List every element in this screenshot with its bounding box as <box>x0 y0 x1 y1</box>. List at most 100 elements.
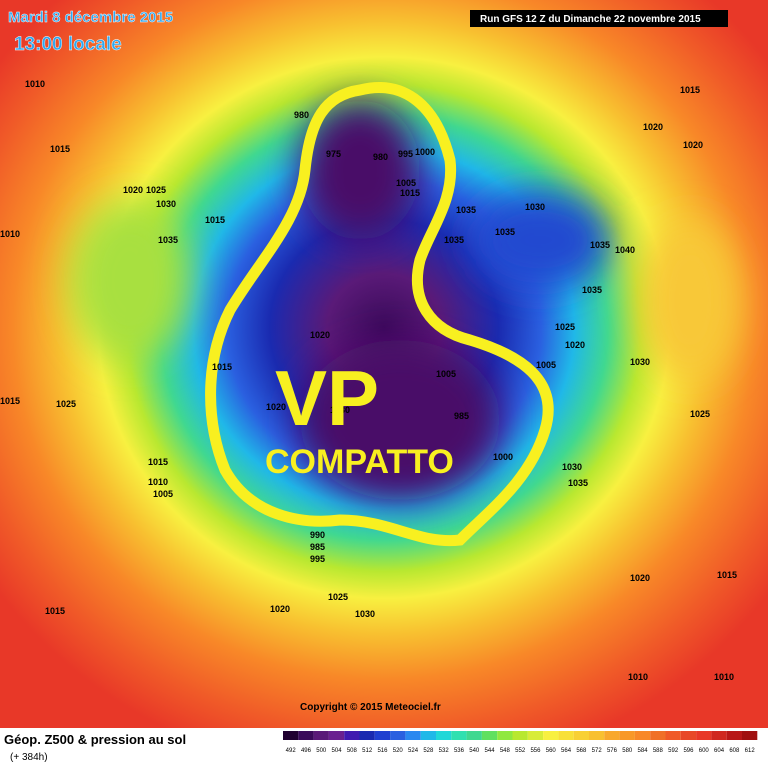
footer-lead: (+ 384h) <box>10 752 48 763</box>
colorbar-swatch <box>512 731 528 740</box>
isobar-label: 1025 <box>56 399 76 409</box>
colorbar-label: 568 <box>576 748 587 754</box>
colorbar-label: 576 <box>607 748 618 754</box>
colorbar-label: 572 <box>592 748 603 754</box>
colorbar: 492 496 500 504 508 512 516 520 524 528 532 536 540 5… <box>283 731 758 754</box>
isobar-label: 1015 <box>148 457 168 467</box>
colorbar-label: 596 <box>683 748 694 754</box>
colorbar-swatch <box>726 731 742 740</box>
isobar-label: 1020 <box>643 122 663 132</box>
colorbar-label: 496 <box>301 748 312 754</box>
isobar-label: 1040 <box>615 245 635 255</box>
isobar-label: 1000 <box>493 452 513 462</box>
isobar-label: 1025 <box>555 322 575 332</box>
isobar-label: 1015 <box>680 85 700 95</box>
colorbar-label: 512 <box>362 748 373 754</box>
isobar-label: 985 <box>310 542 325 552</box>
isobar-label: 1005 <box>436 369 456 379</box>
colorbar-label: 560 <box>546 748 557 754</box>
colorbar-swatch <box>359 731 375 740</box>
isobar-label: 1015 <box>717 570 737 580</box>
isobar-label: 975 <box>326 149 341 159</box>
isobar-label: 1020 <box>565 340 585 350</box>
isobar-label: 1030 <box>156 199 176 209</box>
colorbar-label: 600 <box>699 748 710 754</box>
isobar-label: 1030 <box>630 357 650 367</box>
colorbar-label: 592 <box>668 748 679 754</box>
isobar-label: 1035 <box>582 285 602 295</box>
isobar-label: 1015 <box>0 396 20 406</box>
colorbar-swatch <box>451 731 467 740</box>
colorbar-swatch <box>573 731 589 740</box>
isobar-label: 1010 <box>148 477 168 487</box>
colorbar-swatch <box>466 731 482 740</box>
isobar-labels: 1010 1015 1010 1015 1025 1015 1010 1005 1020 1025… <box>0 79 737 682</box>
isobar-label: 1025 <box>328 592 348 602</box>
colorbar-swatch <box>481 731 498 740</box>
isobar-label: 985 <box>454 411 469 421</box>
run: Run GFS 12 Z du Dimanche 22 novembre 201… <box>480 14 701 25</box>
colorbar-swatch <box>313 731 329 740</box>
vortex-outline <box>205 82 554 547</box>
isobar-label: 1015 <box>45 606 65 616</box>
colorbar-swatch <box>696 731 712 740</box>
colorbar-swatch <box>436 731 452 740</box>
colorbar-swatch <box>420 731 436 740</box>
isobar-label: 1015 <box>400 188 420 198</box>
colorbar-swatch <box>589 731 605 740</box>
isobar-label: 1035 <box>444 235 464 245</box>
isobar-label: 1010 <box>0 229 20 239</box>
isobar-label: 1010 <box>25 79 45 89</box>
isobar-label: 1020 <box>266 402 286 412</box>
colorbar-label: 544 <box>485 748 496 754</box>
isobar-label: 1005 <box>536 360 556 370</box>
isobar-label: 980 <box>294 110 309 120</box>
isobar-label: 1025 <box>146 185 166 195</box>
colorbar-swatch <box>650 731 666 740</box>
isobar-label: 1030 <box>330 405 350 415</box>
colorbar-swatch <box>527 731 544 740</box>
colorbar-swatch <box>497 731 513 740</box>
colorbar-label: 528 <box>423 748 434 754</box>
colorbar-swatch <box>558 731 574 740</box>
isobar-label: 1035 <box>495 227 515 237</box>
colorbar-label: 504 <box>332 748 343 754</box>
colorbar-swatch <box>283 731 299 740</box>
isobar-label: 1015 <box>205 215 225 225</box>
colorbar-label: 548 <box>500 748 511 754</box>
isobar-label: 1030 <box>562 462 582 472</box>
colorbar-label: 516 <box>377 748 388 754</box>
isobar-label: 1010 <box>628 672 648 682</box>
colorbar-label: 612 <box>745 748 756 754</box>
colorbar-swatch <box>604 731 620 740</box>
colorbar-label: 532 <box>439 748 450 754</box>
isobar-label: 1005 <box>153 489 173 499</box>
isobar-label: 1030 <box>525 202 545 212</box>
isobar-label: 1030 <box>355 609 375 619</box>
isobar-label: 1020 <box>630 573 650 583</box>
isobar-label: 1020 <box>270 604 290 614</box>
colorbar-label: 564 <box>561 748 572 754</box>
isobar-label: 995 <box>310 554 325 564</box>
colorbar-label: 492 <box>286 748 297 754</box>
colorbar-swatch <box>543 731 559 740</box>
colorbar-swatch <box>344 731 360 740</box>
colorbar-swatch <box>665 731 681 740</box>
vp-label: VP <box>275 354 379 442</box>
colorbar-label: 536 <box>454 748 465 754</box>
isobar-label: 1015 <box>212 362 232 372</box>
colorbar-label: 500 <box>316 748 327 754</box>
isobar-label: 980 <box>373 152 388 162</box>
isobar-label: 990 <box>310 530 325 540</box>
run-box <box>470 10 728 27</box>
colorbar-swatch <box>680 731 697 740</box>
date: Mardi 8 décembre 2015 <box>8 9 173 26</box>
colorbar-label: 604 <box>714 748 725 754</box>
colorbar-swatch <box>374 731 391 740</box>
field-detail <box>70 100 740 500</box>
time: 13:00 locale <box>14 34 122 55</box>
isobar-label: 1035 <box>590 240 610 250</box>
isobar-label: 1020 <box>310 330 330 340</box>
colorbar-label: 540 <box>469 748 480 754</box>
isobar-label: 1005 <box>396 178 416 188</box>
